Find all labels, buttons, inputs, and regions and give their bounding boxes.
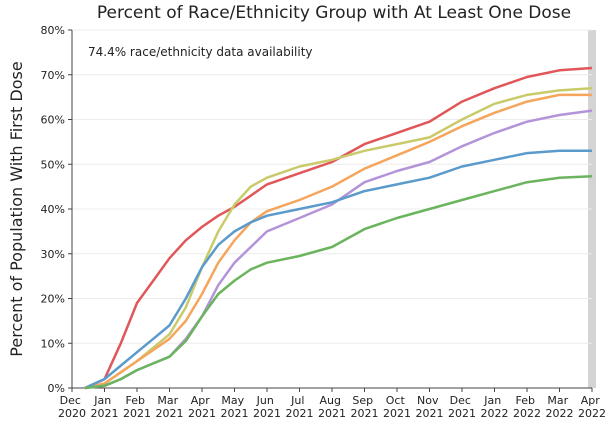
y-tick-label: 20% (41, 293, 65, 306)
x-tick-label: Aug 2021 (318, 394, 346, 420)
line (84, 93, 592, 390)
y-axis-label: Percent of Population With First Dose (7, 61, 26, 356)
y-tick-label: 80% (41, 24, 65, 37)
y-tick-label: 30% (41, 248, 65, 261)
line (84, 149, 592, 390)
y-tick-label: 50% (41, 158, 65, 171)
annotation: 74.4% race/ethnicity data availability (88, 45, 313, 59)
line (84, 66, 593, 390)
x-tick-label: Feb 2021 (123, 394, 151, 420)
chart-title: Percent of Race/Ethnicity Group with At … (97, 3, 571, 23)
x-tick-label: Oct 2021 (383, 394, 411, 420)
y-tick-label: 0% (48, 382, 65, 395)
x-tick-label: May 2021 (221, 394, 249, 420)
y-tick-label: 10% (41, 337, 65, 350)
x-tick-label: Dec 2020 (58, 394, 86, 420)
y-tick-label: 70% (41, 69, 65, 82)
y-tick-label: 40% (41, 203, 65, 216)
x-tick-label: Jan 2022 (481, 394, 509, 420)
x-tick-label: Jan 2021 (91, 394, 119, 420)
x-tick-label: Mar 2021 (156, 394, 184, 420)
x-tick-label: Apr 2021 (188, 394, 216, 420)
line (84, 109, 593, 390)
x-tick-label: Feb 2022 (513, 394, 541, 420)
x-tick-label: Apr 2022 (578, 394, 606, 420)
x-tick-label: Nov 2021 (416, 394, 444, 420)
y-tick-label: 60% (41, 114, 65, 127)
x-tick-label: Jun 2021 (253, 394, 281, 420)
line (84, 175, 593, 390)
x-tick-label: Jul 2021 (286, 394, 314, 420)
x-tick-label: Sep 2021 (351, 394, 379, 420)
x-tick-label: Mar 2022 (546, 394, 574, 420)
x-tick-label: Dec 2021 (448, 394, 476, 420)
